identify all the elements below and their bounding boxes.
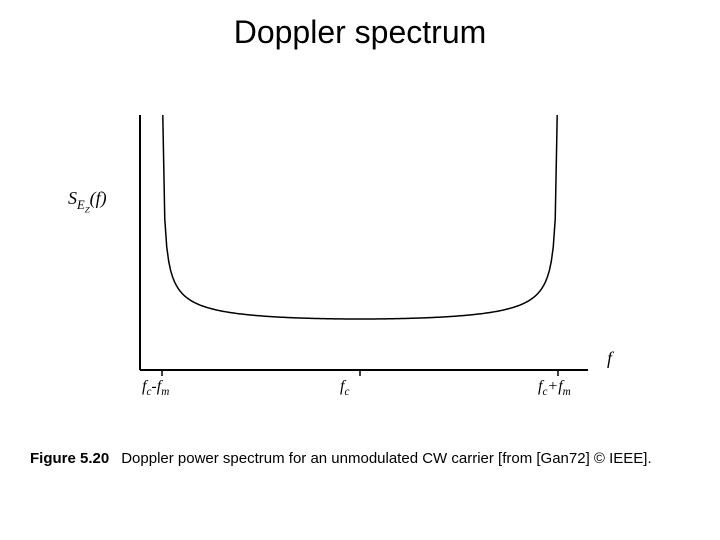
x-tick-label-center: fc xyxy=(340,378,349,398)
x-tick-label-right: fc+fm xyxy=(538,378,571,398)
x-axis-label: f xyxy=(607,348,612,369)
doppler-chart: SEZ(f) f fc-fm fc fc+fm xyxy=(130,110,590,400)
figure-caption: Figure 5.20 Doppler power spectrum for an… xyxy=(30,450,652,467)
page: Doppler spectrum SEZ(f) f fc-fm fc fc+fm… xyxy=(0,0,720,540)
y-axis-label: SEZ(f) xyxy=(68,188,107,214)
x-tick-label-left: fc-fm xyxy=(142,378,169,398)
page-title: Doppler spectrum xyxy=(0,14,720,51)
chart-svg xyxy=(130,110,590,400)
figure-number: Figure 5.20 xyxy=(30,450,109,467)
caption-text: Doppler power spectrum for an unmodulate… xyxy=(121,450,651,467)
